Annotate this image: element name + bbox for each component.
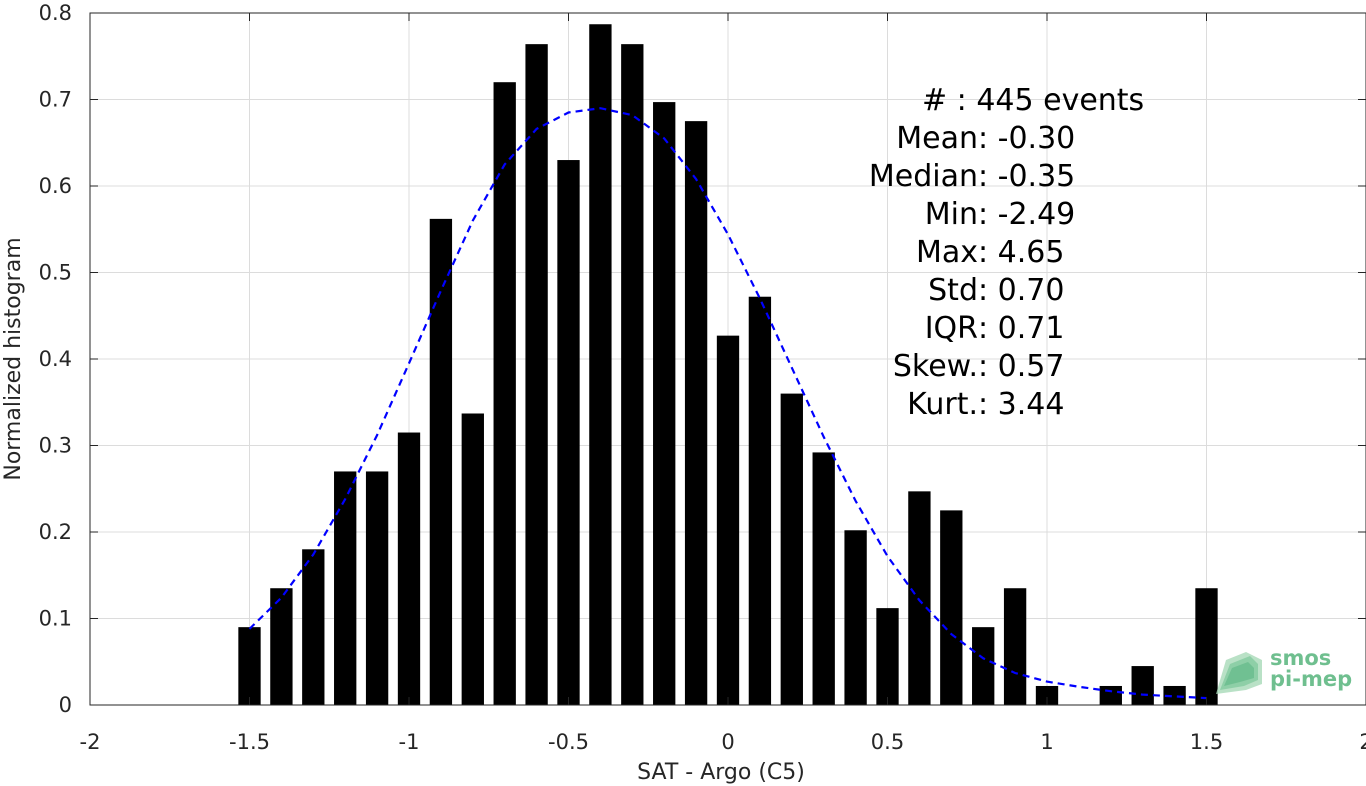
y-tick-label: 0.3 [39,434,72,458]
stat-value: : 4.65 [978,235,1064,270]
histogram-bars [238,24,1218,706]
logo-line-2: pi-mep [1270,667,1352,691]
stat-value: : -2.49 [978,197,1075,232]
histogram-bar [302,549,325,705]
histogram-bar [461,413,484,705]
stat-key: IQR [925,311,978,346]
histogram-bar [1131,666,1154,705]
x-axis-ticks: -2 -1.5 -1 -0.5 0 0.5 1 1.5 2 [80,13,1366,754]
histogram-bar [1163,685,1186,705]
stat-value: : 0.57 [978,349,1064,384]
histogram-bar [1099,685,1122,705]
histogram-bar [238,627,261,705]
stat-value: : 0.70 [978,273,1064,308]
histogram-bar [525,44,548,705]
stat-count: # : 445 events [922,83,1144,118]
histogram-bar [429,218,453,705]
y-tick-label: 0.4 [39,347,72,371]
x-axis-label: SAT - Argo (C5) [637,760,805,785]
histogram-bar [1195,588,1218,705]
histogram-bar [1003,588,1027,705]
y-tick-label: 0 [59,693,72,717]
stat-value: : -0.30 [978,121,1075,156]
smos-pi-mep-logo: smos pi-mep [1216,646,1352,694]
x-tick-label: 1 [1040,730,1053,754]
stat-key: Min [925,197,978,232]
histogram-bar [1035,685,1059,705]
x-tick-label: 0.5 [871,730,904,754]
histogram-bar [397,432,421,705]
stat-key: Skew. [893,349,978,384]
histogram-bar [812,452,835,705]
stat-value: : -0.35 [978,159,1075,194]
histogram-bar [684,121,708,705]
histogram-bar [940,510,963,705]
stat-key: Median [869,159,978,194]
histogram-bar [908,491,931,705]
stat-value: : 0.71 [978,311,1064,346]
y-tick-label: 0.6 [39,174,72,198]
histogram-bar [780,393,803,705]
logo-line-1: smos [1270,646,1331,670]
histogram-bar [493,82,516,705]
y-tick-label: 0.1 [39,607,72,631]
x-tick-label: -1 [399,730,420,754]
y-axis-ticks: 0 0.1 0.2 0.3 0.4 0.5 0.6 0.7 0.8 [39,1,1366,717]
histogram-bar [972,627,995,705]
x-tick-label: -0.5 [548,730,589,754]
histogram-bar [365,471,389,705]
stat-key: Std [928,273,978,308]
logo-wave-icon [1216,652,1262,694]
y-axis-label: Normalized histogram [1,237,26,480]
histogram-bar [589,24,612,706]
normal-fit-curve [248,107,1207,700]
x-tick-label: 1.5 [1190,730,1223,754]
histogram-bar [716,335,740,705]
x-tick-label: -1.5 [229,730,270,754]
histogram-bar [270,588,293,705]
x-tick-label: 0 [721,730,734,754]
x-tick-label: -2 [80,730,101,754]
histogram-bar [748,296,772,705]
histogram-bar [621,44,644,705]
stat-key: Kurt. [907,387,978,422]
histogram-bar [876,608,899,705]
histogram-bar [557,160,580,706]
histogram-bar [653,102,676,706]
y-tick-label: 0.8 [39,1,72,25]
histogram-bar [334,471,357,705]
histogram-bar [844,530,867,705]
stat-value: : 3.44 [978,387,1064,422]
y-tick-label: 0.2 [39,520,72,544]
stat-key: Mean [896,121,978,156]
y-tick-label: 0.5 [39,261,72,285]
stat-key: Max [916,235,978,270]
x-tick-label: 2 [1359,730,1366,754]
y-tick-label: 0.7 [39,88,72,112]
